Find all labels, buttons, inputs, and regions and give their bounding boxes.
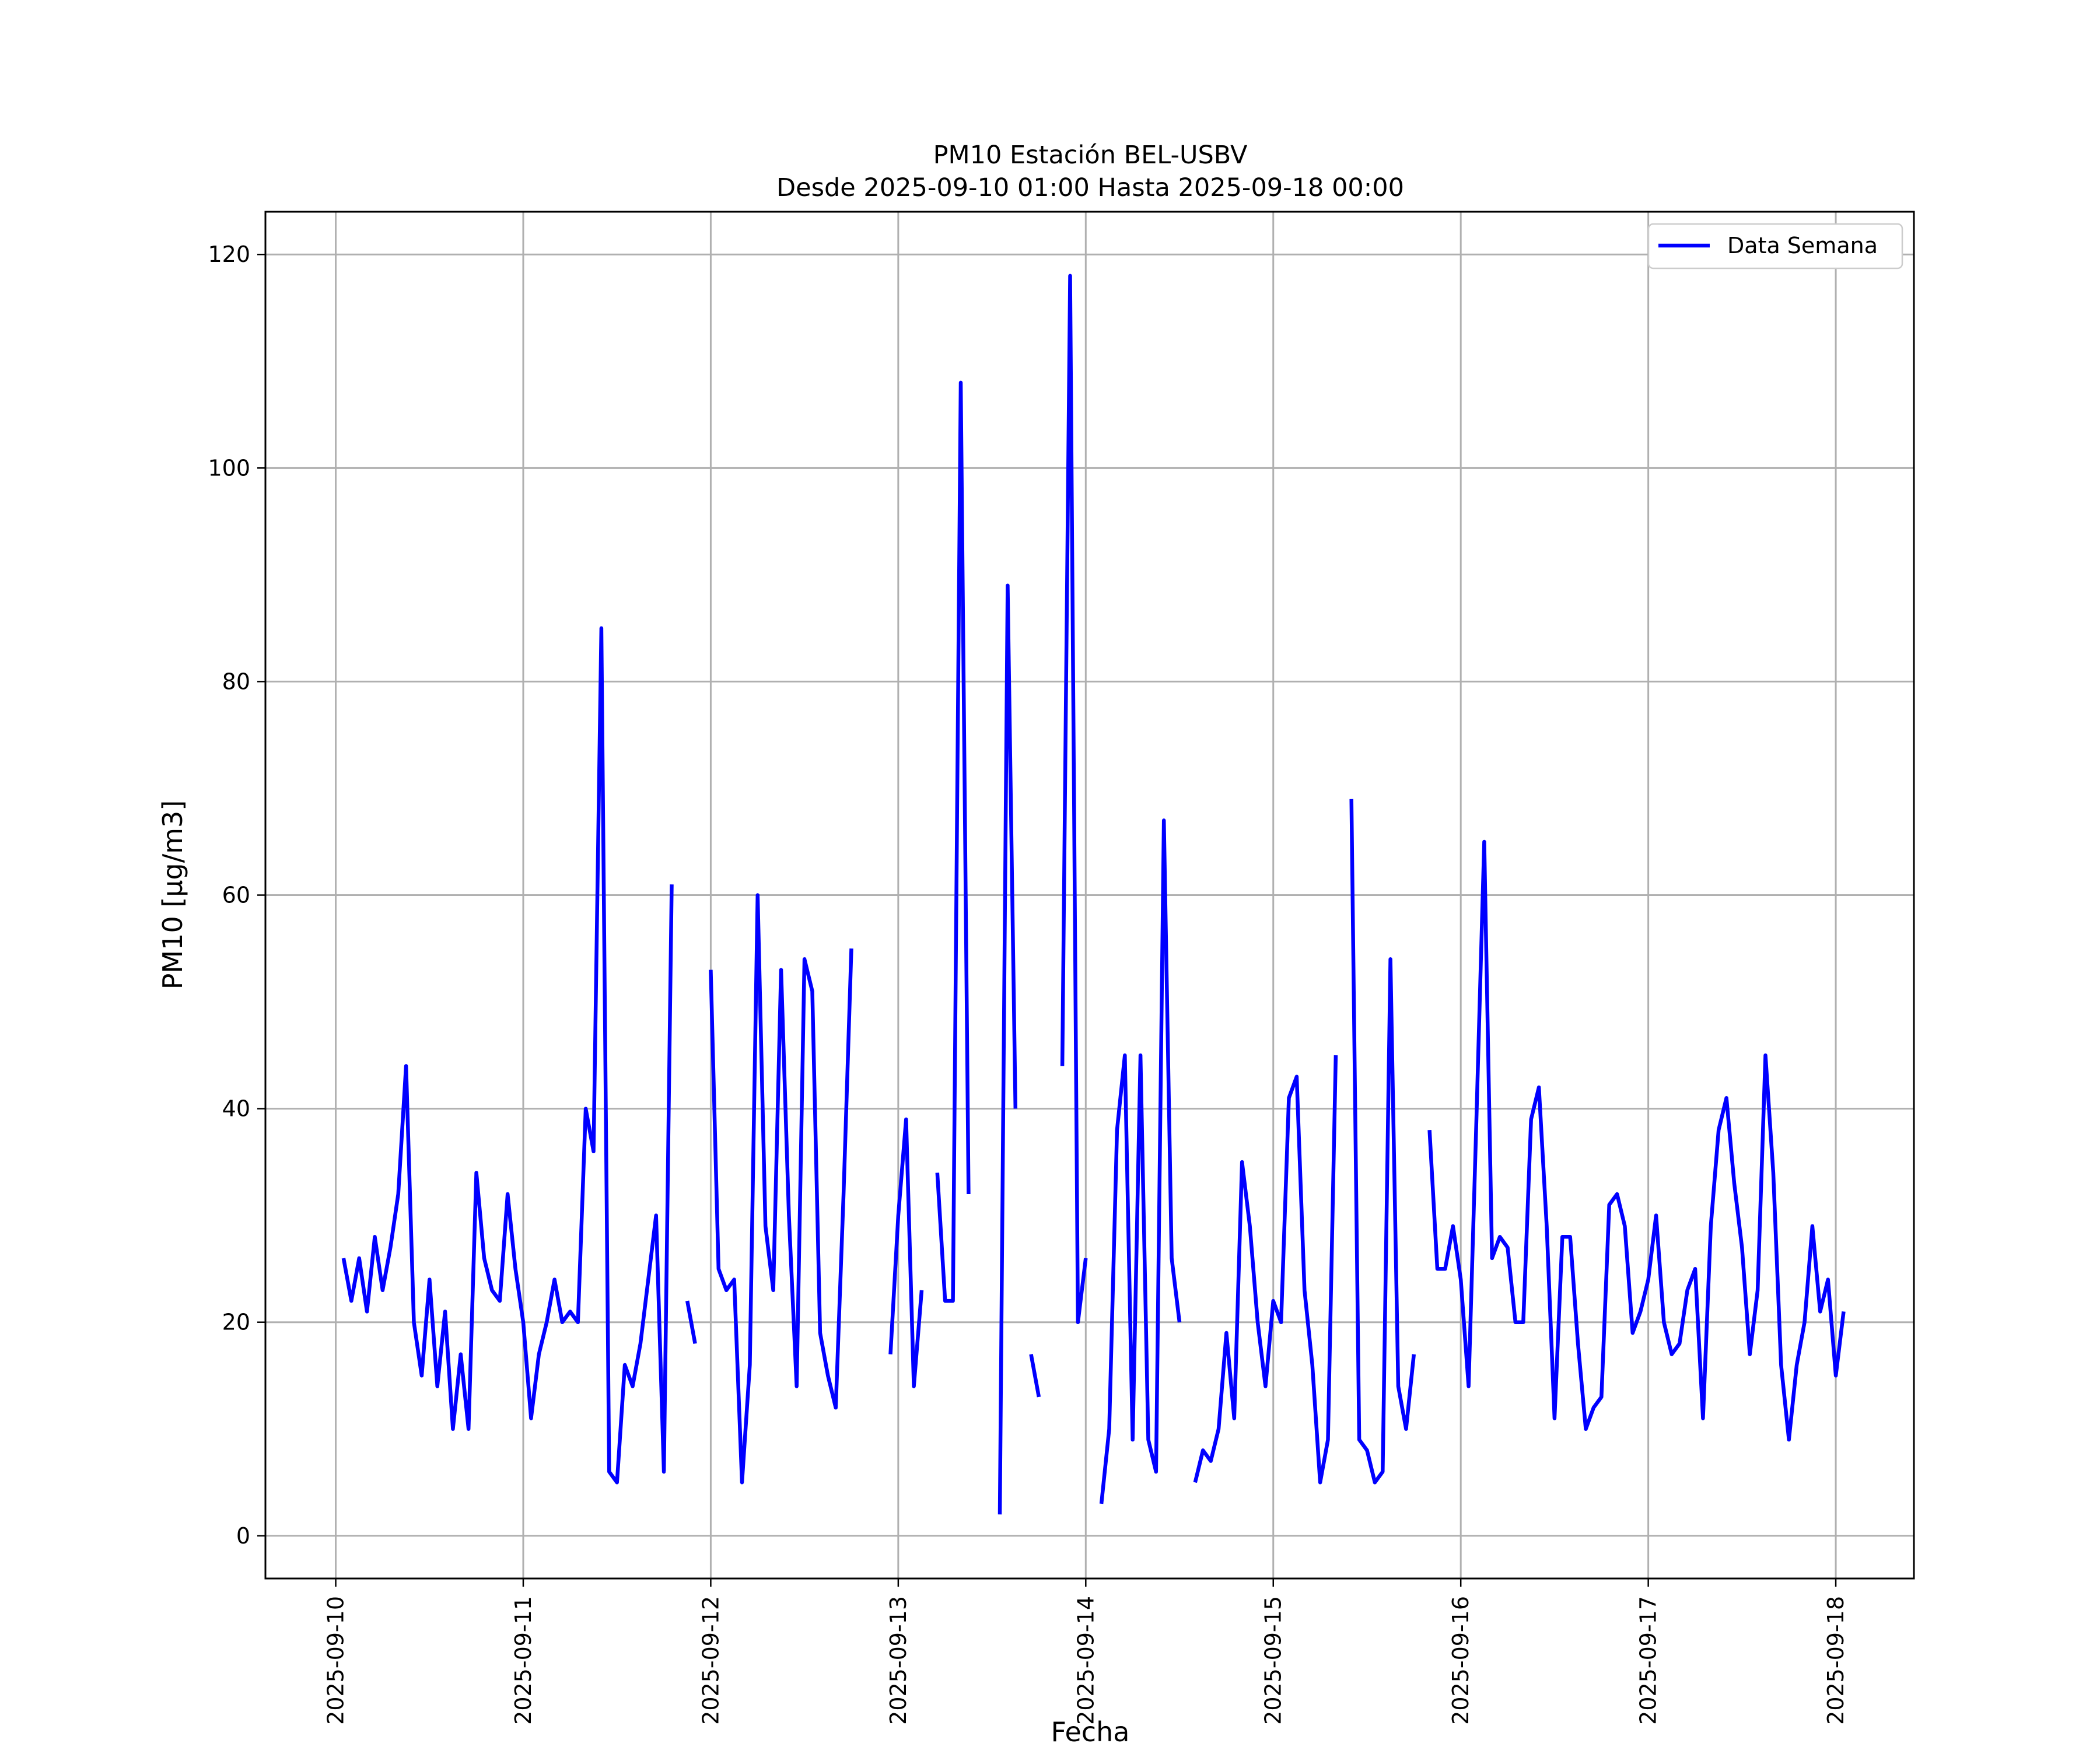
y-axis-ticks: 0 20 40 60 80 100 120: [208, 242, 265, 1549]
series-line-segment: [998, 583, 1018, 1515]
series-line-segment: [1029, 1354, 1041, 1398]
y-tick-label: 100: [208, 455, 250, 481]
x-tick-label: 2025-09-12: [698, 1596, 723, 1725]
x-axis-ticks: 2025-09-10 2025-09-11 2025-09-12 2025-09-13…: [323, 1578, 1849, 1725]
y-tick-label: 20: [222, 1310, 250, 1335]
series-line-segment: [341, 626, 674, 1485]
x-tick-label: 2025-09-16: [1448, 1596, 1474, 1725]
y-tick-label: 120: [208, 242, 250, 267]
y-tick-label: 40: [222, 1096, 250, 1122]
series-line-segment: [1060, 274, 1088, 1324]
series-line-segment: [888, 1117, 924, 1388]
x-tick-label: 2025-09-15: [1261, 1596, 1286, 1725]
chart-subtitle: Desde 2025-09-10 01:00 Hasta 2025-09-18 …: [776, 173, 1404, 202]
x-tick-label: 2025-09-10: [323, 1596, 349, 1725]
legend-box: [1647, 223, 1903, 270]
y-axis-label: PM10 [μg/m3]: [157, 800, 188, 990]
y-tick-label: 0: [236, 1523, 250, 1549]
y-tick-label: 80: [222, 668, 250, 694]
x-tick-label: 2025-09-13: [886, 1596, 911, 1725]
chart-title: PM10 Estación BEL-USBV: [933, 141, 1248, 170]
legend-label: Data Semana: [1727, 233, 1878, 258]
x-tick-label: 2025-09-17: [1636, 1596, 1661, 1725]
y-tick-label: 60: [222, 883, 250, 908]
series-line-segment: [1349, 799, 1416, 1485]
series-line-segment: [709, 893, 853, 1485]
x-tick-label: 2025-09-18: [1823, 1596, 1849, 1725]
series-line-segment: [1099, 818, 1182, 1504]
series-line-segment: [1427, 839, 1846, 1442]
series-layer: [341, 274, 1846, 1515]
x-axis-label: Fecha: [1051, 1716, 1130, 1748]
series-line-segment: [1193, 1055, 1338, 1485]
x-tick-label: 2025-09-11: [510, 1596, 536, 1725]
series-line-segment: [935, 380, 971, 1303]
legend: Data Semana: [1647, 223, 1903, 270]
y-grid: [265, 253, 1914, 1537]
series-line-segment: [685, 1300, 697, 1344]
x-tick-label: 2025-09-14: [1073, 1596, 1098, 1725]
